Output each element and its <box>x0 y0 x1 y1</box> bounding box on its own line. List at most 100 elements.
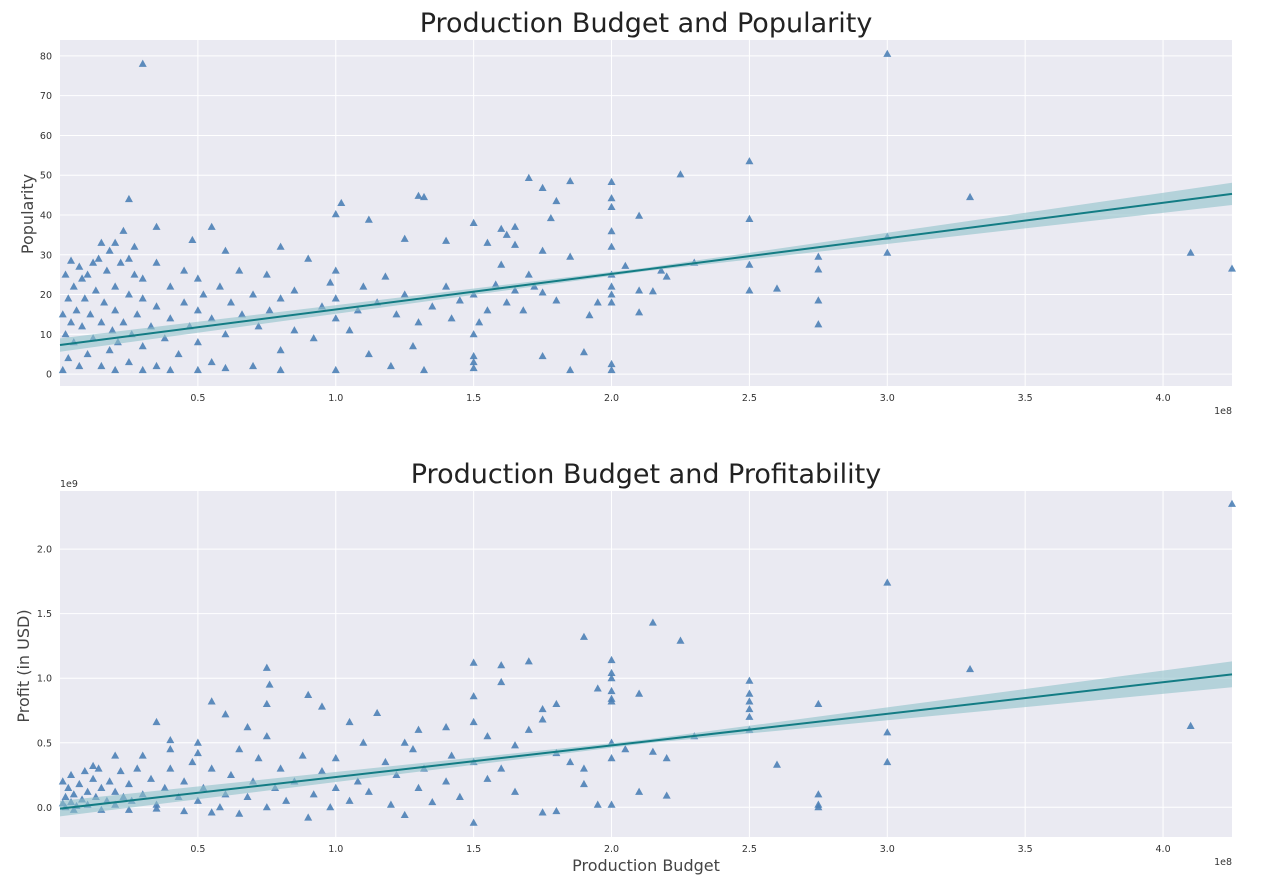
data-point <box>475 318 484 326</box>
data-point <box>447 314 456 322</box>
data-point <box>111 238 120 246</box>
data-point <box>235 745 244 753</box>
data-point <box>180 266 189 274</box>
data-point <box>180 806 189 815</box>
data-point <box>75 779 84 788</box>
data-point <box>400 810 409 819</box>
data-point <box>116 258 125 266</box>
regression-line <box>59 673 1233 810</box>
data-point <box>221 246 230 254</box>
data-point <box>511 222 520 230</box>
data-point <box>745 260 754 268</box>
data-point <box>373 708 382 717</box>
data-point <box>607 194 616 202</box>
data-point <box>215 803 224 811</box>
data-point <box>111 365 120 374</box>
y-tick-label: 1.0 <box>37 674 52 685</box>
data-point <box>226 298 235 306</box>
data-point <box>262 663 271 671</box>
data-point <box>262 803 271 811</box>
data-point <box>345 717 354 726</box>
data-point <box>607 242 616 250</box>
data-point <box>455 792 464 800</box>
data-point <box>166 314 175 322</box>
data-point <box>607 668 616 677</box>
data-point <box>607 202 616 211</box>
y-axis-label: Popularity <box>18 174 37 254</box>
data-point <box>607 800 616 808</box>
data-point <box>648 287 657 295</box>
data-point <box>105 777 114 785</box>
data-point <box>331 365 340 374</box>
data-point <box>331 266 340 274</box>
data-point <box>75 262 84 270</box>
x-tick-label: 3.0 <box>880 393 895 404</box>
y-tick-label: 80 <box>40 51 52 62</box>
data-point <box>538 351 547 360</box>
data-point <box>235 266 244 274</box>
data-point <box>64 353 73 362</box>
data-point <box>111 787 120 795</box>
x-tick-label: 0.5 <box>190 393 205 404</box>
x-tick-label: 1.5 <box>466 393 481 404</box>
data-point <box>276 346 285 354</box>
data-point <box>883 728 892 736</box>
data-point <box>745 712 754 720</box>
data-point <box>72 306 81 314</box>
data-point <box>662 791 671 799</box>
data-point <box>265 306 274 314</box>
data-point <box>552 196 561 205</box>
data-point <box>58 777 67 785</box>
data-point <box>331 754 340 762</box>
data-point <box>147 774 156 782</box>
data-point <box>364 215 373 223</box>
data-point <box>538 288 547 296</box>
data-point <box>635 689 644 697</box>
y-tick-label: 2.0 <box>37 545 52 556</box>
data-point <box>524 173 533 182</box>
x-tick-label: 1.0 <box>328 393 343 404</box>
data-point <box>160 334 169 342</box>
data-point <box>814 790 823 798</box>
data-point <box>364 349 373 358</box>
data-point <box>883 578 892 586</box>
data-point <box>745 286 754 294</box>
data-point <box>814 252 823 260</box>
data-point <box>1228 499 1236 507</box>
data-point <box>207 357 216 366</box>
data-point <box>538 246 547 254</box>
data-point <box>566 757 575 766</box>
data-point <box>97 783 106 791</box>
data-point <box>180 777 189 785</box>
data-point <box>469 351 478 360</box>
popularity-chart: Production Budget and Popularity Popular… <box>18 8 1236 417</box>
plot-area <box>58 40 1236 386</box>
data-point <box>552 806 561 815</box>
data-point <box>130 242 139 250</box>
data-point <box>635 787 644 795</box>
confidence-band <box>60 182 1232 352</box>
data-point <box>579 632 588 640</box>
data-point <box>199 290 208 298</box>
data-point <box>455 296 464 304</box>
data-point <box>102 266 111 274</box>
data-point <box>469 717 478 726</box>
data-point <box>381 272 390 280</box>
data-point <box>607 177 616 185</box>
data-point <box>579 764 588 772</box>
data-point <box>814 803 823 811</box>
plot-area <box>58 491 1236 837</box>
data-point <box>814 699 823 708</box>
data-point <box>345 796 354 804</box>
data-point <box>414 318 423 326</box>
data-point <box>243 792 252 800</box>
data-point <box>538 808 547 816</box>
data-point <box>483 306 492 314</box>
x-tick-label: 2.0 <box>604 393 619 404</box>
data-point <box>502 230 511 238</box>
data-point <box>593 298 602 306</box>
data-point <box>676 170 685 178</box>
chart-title: Production Budget and Profitability <box>411 459 882 490</box>
data-point <box>745 697 754 705</box>
